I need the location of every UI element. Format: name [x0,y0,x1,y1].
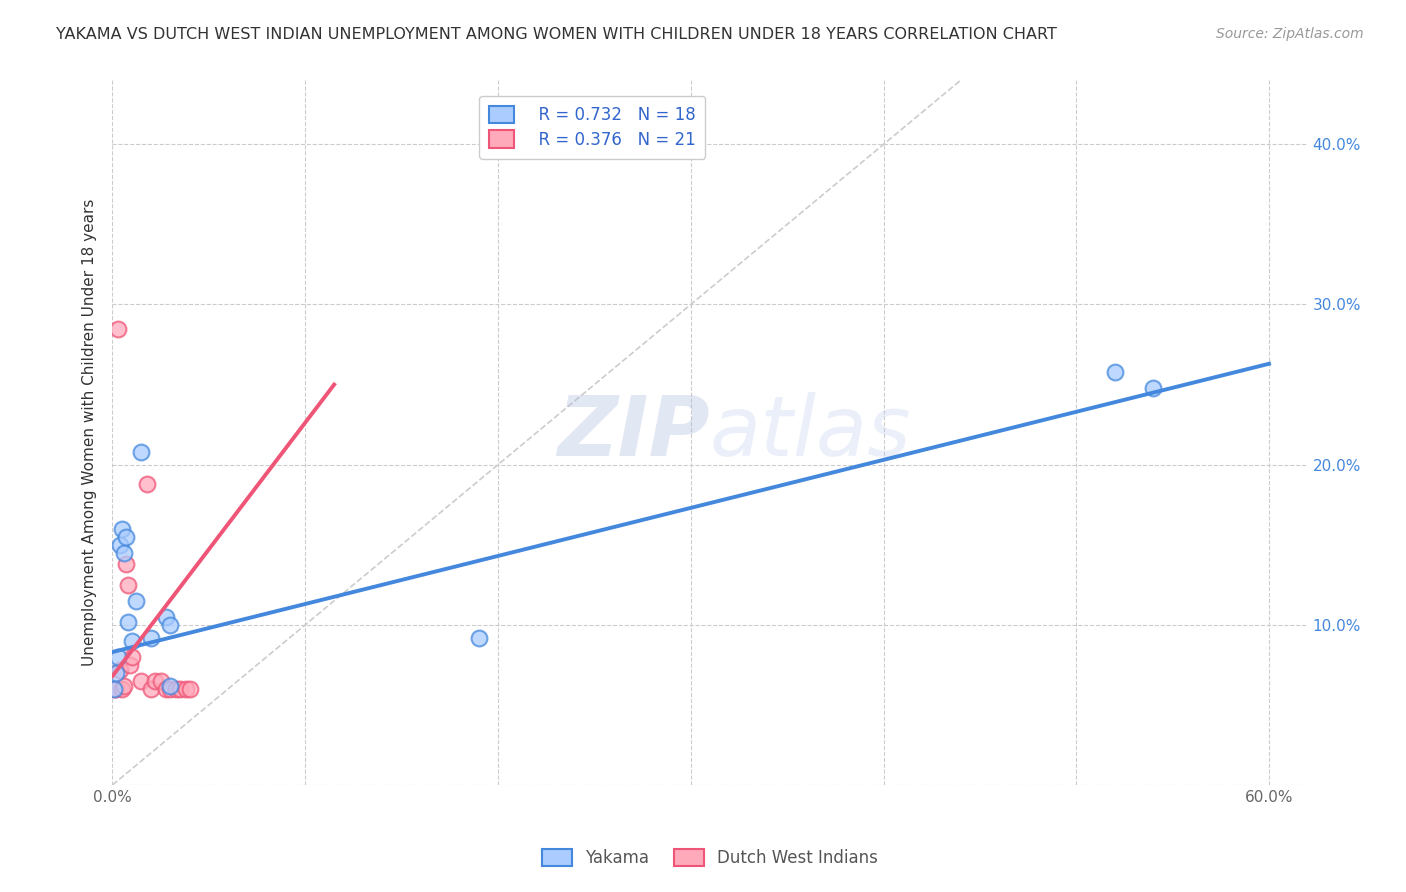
Point [179,681,201,696]
Point [169,681,191,696]
Text: YAKAMA VS DUTCH WEST INDIAN UNEMPLOYMENT AMONG WOMEN WITH CHILDREN UNDER 18 YEAR: YAKAMA VS DUTCH WEST INDIAN UNEMPLOYMENT… [56,27,1057,42]
Text: ZIP: ZIP [557,392,710,473]
Point [124,594,146,608]
Point [1142,381,1164,395]
Point [105,665,128,680]
Point [103,681,125,696]
Text: atlas: atlas [710,392,911,473]
Point [112,679,135,693]
Point [139,681,162,696]
Point [118,657,141,672]
Point [107,321,129,335]
Point [131,673,153,688]
Point [108,538,131,552]
Text: Source: ZipAtlas.com: Source: ZipAtlas.com [1216,27,1364,41]
Point [159,681,181,696]
Point [165,681,187,696]
Point [115,530,138,544]
Point [143,673,166,688]
Point [467,631,489,645]
Point [159,617,181,632]
Y-axis label: Unemployment Among Women with Children Under 18 years: Unemployment Among Women with Children U… [82,199,97,666]
Point [121,633,143,648]
Point [131,445,153,459]
Point [155,609,177,624]
Point [155,681,177,696]
Point [111,522,134,536]
Point [159,679,181,693]
Point [105,681,128,696]
Point [108,663,131,677]
Point [117,615,139,629]
Point [103,681,125,696]
Point [115,557,138,571]
Point [112,546,135,560]
Point [107,649,129,664]
Point [136,476,159,491]
Point [139,631,162,645]
Point [1104,365,1126,379]
Point [121,649,143,664]
Point [117,578,139,592]
Point [149,673,172,688]
Point [111,681,134,696]
Point [174,681,197,696]
Legend: Yakama, Dutch West Indians: Yakama, Dutch West Indians [536,843,884,874]
